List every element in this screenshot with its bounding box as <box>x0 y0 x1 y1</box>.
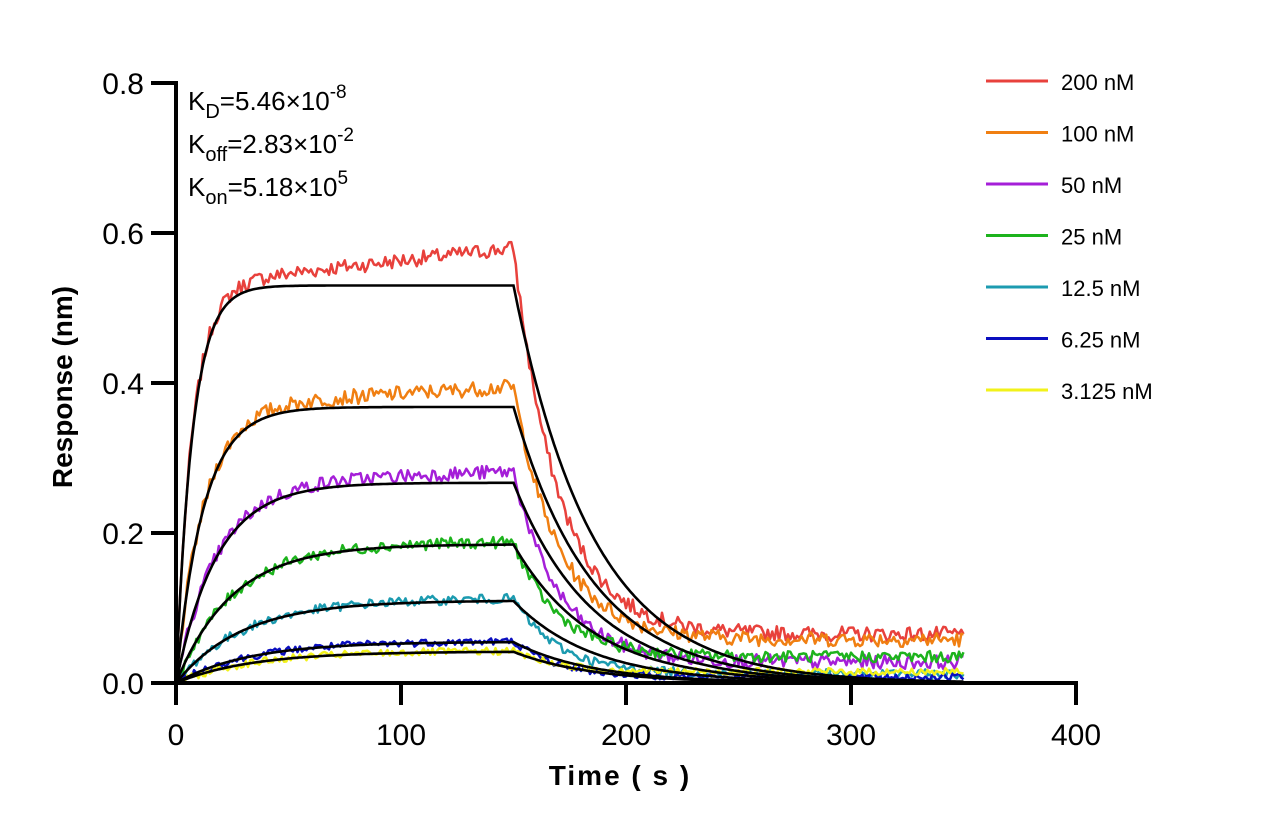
kinetic-constant: Koff=2.83×10-2 <box>188 125 354 166</box>
legend-label: 3.125 nM <box>1061 379 1153 404</box>
measured-curve-25-nM <box>174 535 965 684</box>
y-tick-label: 0.8 <box>102 68 144 101</box>
legend-label: 25 nM <box>1061 225 1122 250</box>
measured-curve-50-nM <box>174 464 964 684</box>
sensorgram-curves <box>174 240 965 685</box>
y-tick-label: 0.2 <box>102 518 144 551</box>
x-tick-label: 400 <box>1051 719 1101 752</box>
y-tick-label: 0.6 <box>102 218 144 251</box>
x-tick-label: 300 <box>826 719 876 752</box>
legend-label: 12.5 nM <box>1061 276 1141 301</box>
measured-curve-200-nM <box>174 240 965 684</box>
x-axis-label: Time ( s ) <box>549 760 691 791</box>
axes: Time ( s ) Response (nm) 0 100 200 300 400 0.… <box>47 68 1101 791</box>
fit-curve-100-nM <box>174 405 964 684</box>
y-tick-label: 0.4 <box>102 368 144 401</box>
legend-label: 6.25 nM <box>1061 328 1141 353</box>
legend: 200 nM 100 nM 50 nM 25 nM 12.5 nM 6.25 nM 3.12… <box>986 70 1153 404</box>
fit-curve-200-nM <box>174 284 964 684</box>
x-tick-label: 200 <box>601 719 651 752</box>
y-axis-label: Response (nm) <box>47 286 78 488</box>
x-tick-label: 100 <box>376 719 426 752</box>
legend-label: 200 nM <box>1061 70 1134 95</box>
x-tick-label: 0 <box>168 719 185 752</box>
measured-curve-3-125-nM <box>175 646 964 685</box>
legend-label: 50 nM <box>1061 173 1122 198</box>
measured-curve-100-nM <box>174 378 964 684</box>
legend-label: 100 nM <box>1061 122 1134 147</box>
kinetic-constant: Kon=5.18×105 <box>188 168 348 209</box>
kinetic-constant: KD=5.46×10-8 <box>188 82 347 123</box>
y-tick-label: 0.0 <box>102 668 144 701</box>
